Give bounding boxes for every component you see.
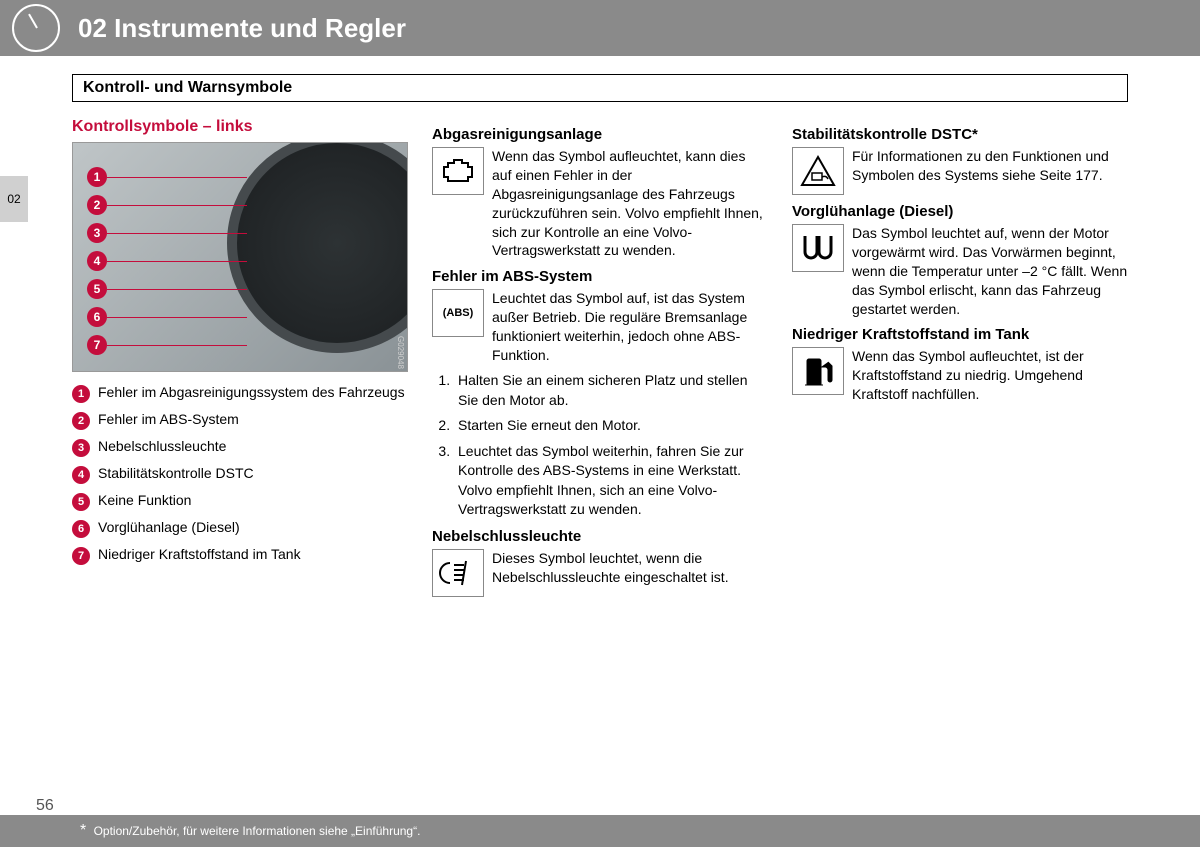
legend-text: Keine Funktion [98, 492, 191, 508]
abs-icon: (ABS) [432, 289, 484, 337]
side-tab: 02 [0, 176, 28, 222]
legend-item: 5 Keine Funktion [72, 492, 408, 511]
c2s1-text: Wenn das Symbol aufleuchtet, kann dies a… [492, 147, 768, 260]
c3s2-title: Vorglühanlage (Diesel) [792, 203, 1128, 220]
legend-item: 3 Nebelschlussleuchte [72, 438, 408, 457]
chapter-header: 02 Instrumente und Regler [0, 0, 1200, 56]
chapter-title: 02 Instrumente und Regler [78, 13, 406, 44]
legend-text: Niedriger Kraftstoffstand im Tank [98, 546, 301, 562]
legend-item: 4 Stabilitätskontrolle DSTC [72, 465, 408, 484]
c3s1-title: Stabilitätskontrolle DSTC* [792, 126, 1128, 143]
legend-item: 1 Fehler im Abgasreinigungssystem des Fah… [72, 384, 408, 403]
legend-text: Fehler im ABS-System [98, 411, 239, 427]
c3s1-text: Für Informationen zu den Funktionen und … [852, 147, 1128, 195]
page-number: 56 [36, 797, 54, 815]
preheat-icon [792, 224, 844, 272]
c2s2-title: Fehler im ABS-System [432, 268, 768, 285]
c2s3-text: Dieses Symbol leuchtet, wenn die Nebelsc… [492, 549, 768, 597]
legend-list: 1 Fehler im Abgasreinigungssystem des Fah… [72, 384, 408, 565]
callout-line [107, 261, 247, 262]
footnote: * Option/Zubehör, für weitere Informatio… [80, 822, 420, 840]
callout-number: 6 [87, 307, 107, 327]
c2s2-text: Leuchtet das Symbol auf, ist das System … [492, 289, 768, 365]
section-heading: Kontroll- und Warnsymbole [72, 74, 1128, 102]
c2s1-title: Abgasreinigungsanlage [432, 126, 768, 143]
c2s3-title: Nebelschlussleuchte [432, 528, 768, 545]
dashboard-figure: 1 2 3 4 5 6 7 G029048 [72, 142, 408, 372]
callout-number: 1 [87, 167, 107, 187]
dstc-icon [792, 147, 844, 195]
callout-number: 7 [87, 335, 107, 355]
legend-text: Stabilitätskontrolle DSTC [98, 465, 254, 481]
fog-light-icon [432, 549, 484, 597]
legend-text: Vorglühanlage (Diesel) [98, 519, 240, 535]
speedometer-graphic [227, 142, 408, 353]
step-item: Starten Sie erneut den Motor. [454, 416, 768, 436]
figure-reference: G029048 [396, 336, 405, 369]
c3s2-text: Das Symbol leuchtet auf, wenn der Motor … [852, 224, 1128, 318]
legend-bullet: 4 [72, 466, 90, 484]
callout-number: 3 [87, 223, 107, 243]
step-item: Halten Sie an einem sicheren Platz und s… [454, 371, 768, 410]
engine-icon [432, 147, 484, 195]
callout-number: 2 [87, 195, 107, 215]
step-item: Leuchtet das Symbol weiterhin, fahren Si… [454, 442, 768, 520]
callout-line [107, 205, 247, 206]
legend-bullet: 7 [72, 547, 90, 565]
asterisk-icon: * [80, 822, 86, 839]
column-right: Stabilitätskontrolle DSTC* Für Informati… [792, 118, 1128, 603]
footnote-text: Option/Zubehör, für weitere Informatione… [94, 824, 421, 838]
callout-number: 5 [87, 279, 107, 299]
legend-bullet: 3 [72, 439, 90, 457]
abs-steps: Halten Sie an einem sicheren Platz und s… [454, 371, 768, 520]
legend-item: 2 Fehler im ABS-System [72, 411, 408, 430]
legend-bullet: 1 [72, 385, 90, 403]
col1-heading: Kontrollsymbole – links [72, 118, 408, 136]
callout-line [107, 233, 247, 234]
legend-item: 7 Niedriger Kraftstoffstand im Tank [72, 546, 408, 565]
legend-text: Fehler im Abgasreinigungssystem des Fahr… [98, 384, 405, 400]
callout-number: 4 [87, 251, 107, 271]
callout-line [107, 317, 247, 318]
callout-line [107, 289, 247, 290]
legend-bullet: 6 [72, 520, 90, 538]
legend-text: Nebelschlussleuchte [98, 438, 226, 454]
callout-line [107, 345, 247, 346]
footer-bar: * Option/Zubehör, für weitere Informatio… [0, 815, 1200, 847]
gauge-icon [12, 4, 60, 52]
c3s3-title: Niedriger Kraftstoffstand im Tank [792, 326, 1128, 343]
column-middle: Abgasreinigungsanlage Wenn das Symbol au… [432, 118, 768, 603]
legend-bullet: 2 [72, 412, 90, 430]
column-left: Kontrollsymbole – links 1234567 G029048 … [72, 118, 408, 603]
legend-item: 6 Vorglühanlage (Diesel) [72, 519, 408, 538]
fuel-icon [792, 347, 844, 395]
content-columns: Kontrollsymbole – links 1234567 G029048 … [0, 108, 1200, 603]
callout-line [107, 177, 247, 178]
c3s3-text: Wenn das Symbol aufleuchtet, ist der Kra… [852, 347, 1128, 404]
legend-bullet: 5 [72, 493, 90, 511]
